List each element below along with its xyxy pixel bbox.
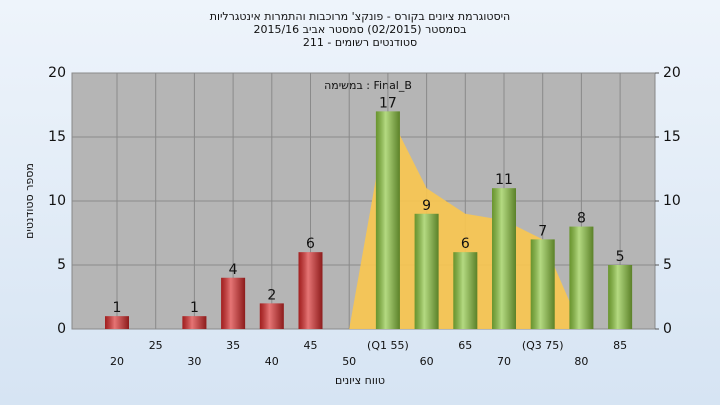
x-tick-label: 60 [420,355,434,368]
bar-shade [453,252,478,329]
value-label: 17 [379,95,397,111]
y-tick-label: 20 [48,65,66,81]
bar-shade [259,303,284,329]
y2-tick-label: 10 [663,193,681,209]
bar-shade [569,226,594,329]
y-tick-label: 15 [48,129,66,145]
x-tick-label: 80 [574,355,588,368]
chart-title: היסטוגרמת ציונים בקורס - פונקצ' מרוכבות … [210,10,511,23]
value-label: 6 [461,236,470,252]
x-tick-label: 45 [304,339,318,352]
bar-shade [105,316,129,329]
value-label: 7 [538,223,547,239]
y-tick-label: 0 [57,321,66,337]
y-tick-label: 10 [48,193,66,209]
x-tick-label: (Q1 55) [367,339,409,352]
y2-tick-label: 20 [663,65,681,81]
y2-tick-label: 0 [663,321,672,337]
value-label: 11 [495,172,513,188]
bar-shade [182,316,207,329]
value-label: 6 [306,236,315,252]
value-label: 1 [190,300,199,316]
chart-subtitle: בסמסטר (02/2015) סמסטר אביב 2015/16 [253,23,466,36]
x-tick-label: 50 [342,355,356,368]
x-tick-label: 20 [110,355,124,368]
value-label: 4 [229,262,238,278]
bar-shade [298,252,323,329]
value-label: 1 [113,300,122,316]
bar-shade [414,213,439,329]
x-tick-label: 85 [613,339,627,352]
x-tick-label: 30 [187,355,201,368]
x-tick-label: 65 [458,339,472,352]
chart-subtitle: סטודנטים רשומים - 211 [303,36,417,49]
y-tick-label: 5 [57,257,66,273]
value-label: 5 [616,249,625,265]
bar-shade [492,188,516,329]
curve-area [349,111,582,330]
bar-shade [608,265,633,329]
x-tick-label: 40 [265,355,279,368]
x-axis-label: טווח ציונים [335,374,385,387]
value-label: 9 [422,198,431,214]
x-tick-label: 70 [497,355,511,368]
bar-shade [221,277,246,329]
value-label: 2 [267,287,276,303]
x-tick-label: 25 [149,339,163,352]
y2-tick-label: 5 [663,257,672,273]
x-tick-label: 35 [226,339,240,352]
x-tick-label: (Q3 75) [522,339,564,352]
annotation: במשימה : Final_B [324,79,412,92]
value-label: 8 [577,211,586,227]
bar-shade [530,239,555,329]
y-axis-label: מספר סטודנטים [23,163,36,239]
bar-shade [375,111,400,330]
y2-tick-label: 15 [663,129,681,145]
